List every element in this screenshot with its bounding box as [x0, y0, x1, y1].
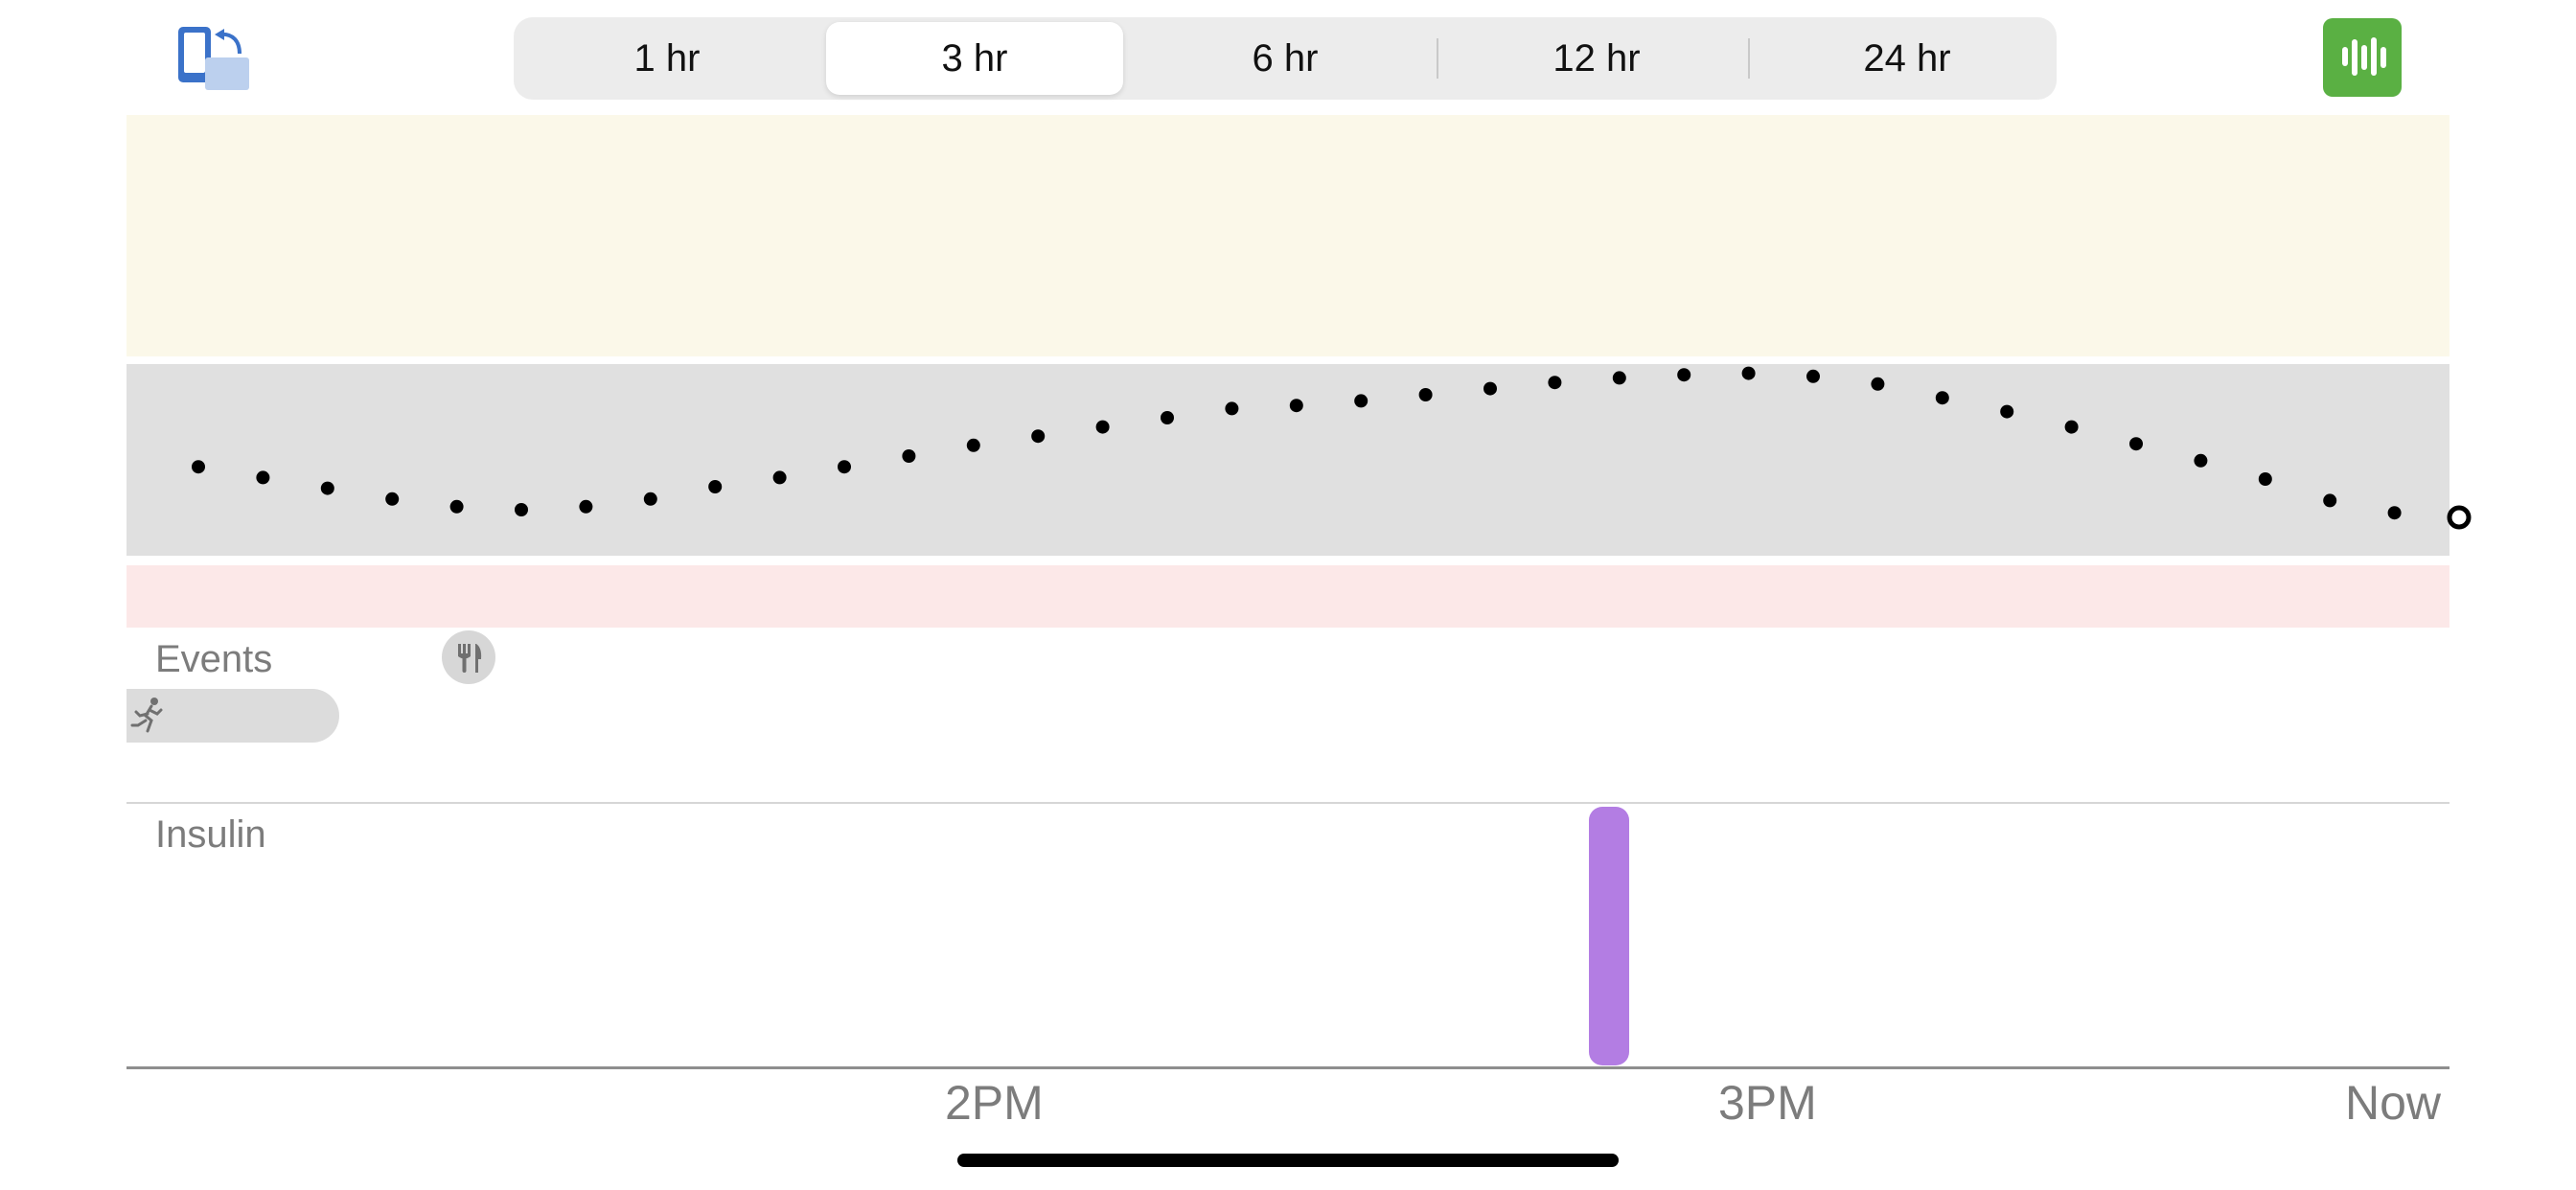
high-range-band	[126, 115, 2450, 356]
insulin-bolus-bar[interactable]	[1589, 807, 1629, 1065]
range-3hr[interactable]: 3 hr	[826, 22, 1123, 95]
meal-event-marker[interactable]	[442, 630, 495, 684]
tick-label-2pm: 2PM	[945, 1076, 1044, 1130]
target-range-band	[126, 364, 2450, 556]
range-24hr[interactable]: 24 hr	[1863, 36, 1951, 80]
latest-glucose-reading	[2447, 505, 2472, 530]
running-person-icon	[130, 698, 163, 733]
segment-divider	[1748, 38, 1750, 79]
range-12hr[interactable]: 12 hr	[1552, 36, 1641, 80]
section-divider	[126, 802, 2450, 804]
fork-knife-icon	[458, 644, 482, 673]
tick-label-now: Now	[2345, 1076, 2442, 1130]
rotate-phone-icon	[178, 27, 249, 90]
range-1hr[interactable]: 1 hr	[633, 36, 701, 80]
bar-chart-icon	[2342, 37, 2386, 76]
events-section-label: Events	[155, 638, 273, 680]
segment-divider	[1437, 38, 1438, 79]
time-range-selector: 1 hr 3 hr 6 hr 12 hr 24 hr	[514, 17, 2057, 100]
range-6hr[interactable]: 6 hr	[1252, 36, 1319, 80]
rotate-phone-button[interactable]	[176, 25, 253, 94]
exercise-event-bar[interactable]	[126, 689, 339, 743]
low-range-band	[126, 565, 2450, 628]
statistics-button[interactable]	[2323, 18, 2402, 97]
home-indicator[interactable]	[957, 1154, 1619, 1167]
time-axis	[126, 1066, 2450, 1069]
insulin-section-label: Insulin	[155, 813, 266, 856]
tick-label-3pm: 3PM	[1718, 1076, 1817, 1130]
